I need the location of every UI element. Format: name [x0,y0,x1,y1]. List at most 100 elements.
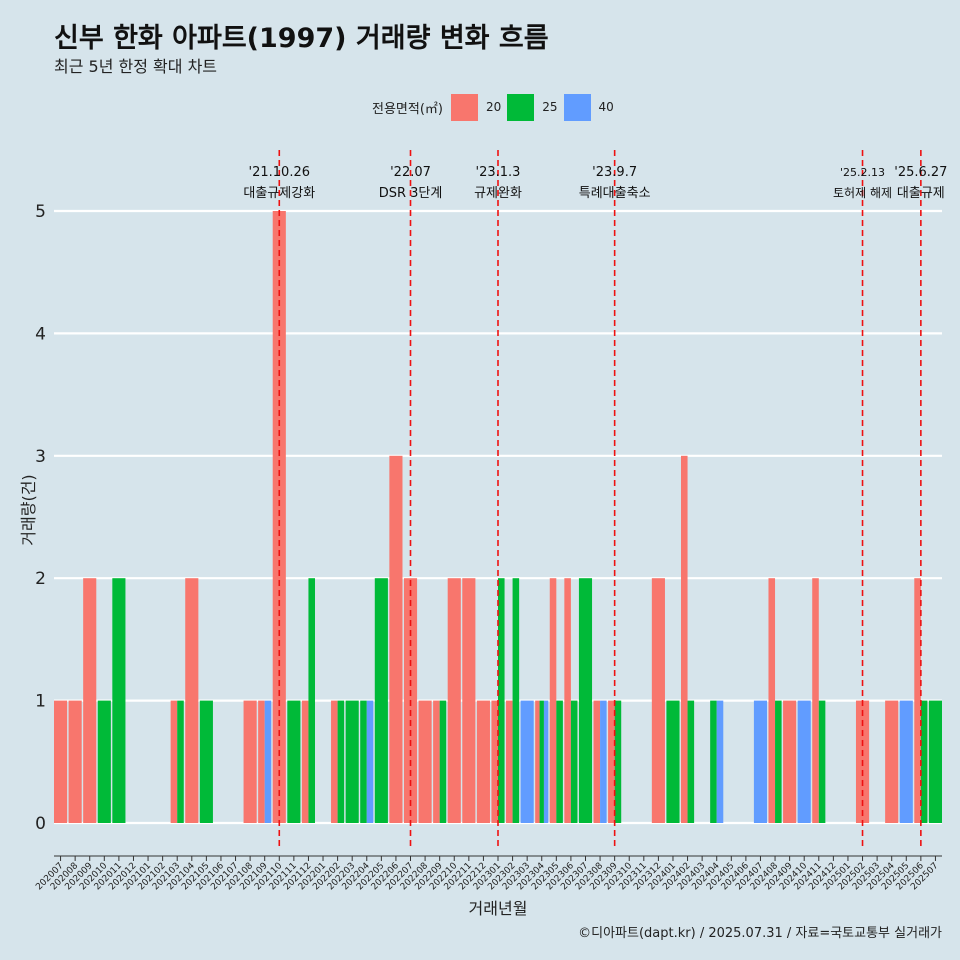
legend-label-40: 40 [598,100,614,114]
bar [753,700,768,823]
bar [687,700,695,823]
bar [337,700,345,823]
bar [512,578,520,823]
annotation-date: '23.1.3 [476,165,521,180]
legend-label-25: 25 [542,100,558,114]
annotation-date: '23.9.7 [592,165,637,180]
annotation-label: 규제완화 [474,186,522,201]
bar [539,700,544,823]
bar [556,700,563,823]
annotation-date: '25.6.27 [894,165,947,180]
bar [374,578,388,823]
annotation-label: 특례대출축소 [579,186,651,201]
bar [608,700,615,823]
bar [593,700,601,823]
y-tick-label: 1 [35,692,46,712]
bar [535,700,540,823]
bar [185,578,199,823]
bar [491,700,498,823]
annotation-label: 토허제 해제 [833,186,892,200]
y-tick-label: 2 [35,569,46,589]
bar [928,700,942,823]
bar [170,700,178,823]
bar [506,700,513,823]
bar [651,578,665,823]
legend-item-40: 40 [563,93,614,121]
legend-label-20: 20 [485,100,502,114]
bar [366,700,374,823]
x-axis-title: 거래년월 [469,899,528,918]
bar [462,578,476,823]
bar [775,700,782,823]
bar [345,700,359,823]
chart-title: 신부 한화 아파트(1997) 거래량 변화 흐름 [54,23,549,54]
bar [600,700,607,823]
bar [710,700,717,823]
legend-swatch-40 [563,93,591,121]
annotation-date: '25.2.13 [840,166,885,179]
annotation-label: 대출규제 [897,186,945,201]
bar [360,700,367,823]
bar [199,700,213,823]
bar [549,578,557,823]
legend: 전용면적(㎡) 20 25 40 [372,93,620,121]
bar [83,578,97,823]
y-tick-label: 4 [35,324,46,344]
y-tick-label: 3 [35,447,46,467]
bar [68,700,82,823]
bar [301,700,309,823]
bar [112,578,126,823]
bar [666,700,680,823]
bar [920,700,928,823]
bar [287,700,301,823]
bar [331,700,338,823]
bar [433,700,440,823]
bar [177,700,184,823]
bar [578,578,593,823]
bar [389,455,403,823]
bar [520,700,534,823]
annotation-date: '22.07 [390,165,431,180]
y-tick-label: 0 [35,814,46,834]
bar [498,578,505,823]
bar [272,211,286,823]
bar [308,578,316,823]
annotation-label: DSR 3단계 [379,186,443,201]
bar [899,700,913,823]
bar [258,700,265,823]
bar [564,578,571,823]
legend-item-25: 25 [507,93,558,121]
legend-swatch-20 [450,93,478,121]
y-axis-title: 거래량(건) [19,474,38,545]
bar [439,700,447,823]
legend-title: 전용면적(㎡) [372,101,443,117]
bar [543,700,549,823]
bar [818,700,826,823]
annotation-date: '21.10.26 [249,165,310,180]
bar [680,455,688,823]
bar [716,700,724,823]
bar [264,700,272,823]
bar [243,700,257,823]
bar [914,578,921,823]
bar [783,700,797,823]
y-tick-label: 5 [35,202,46,222]
bar [768,578,776,823]
chart-subtitle: 최근 5년 한정 확대 차트 [54,57,218,76]
bar [418,700,432,823]
legend-swatch-25 [507,93,535,121]
annotation-label: 대출규제강화 [243,186,315,201]
bar [614,700,622,823]
bar [812,578,819,823]
bar [54,700,68,823]
bar [97,700,111,823]
bar [570,700,578,823]
bar [797,700,811,823]
chart-caption: ©디아파트(dapt.kr) / 2025.07.31 / 자료=국토교통부 실… [578,926,942,941]
legend-item-20: 20 [450,93,502,121]
bar [885,700,899,823]
bar [447,578,461,823]
bar [476,700,490,823]
